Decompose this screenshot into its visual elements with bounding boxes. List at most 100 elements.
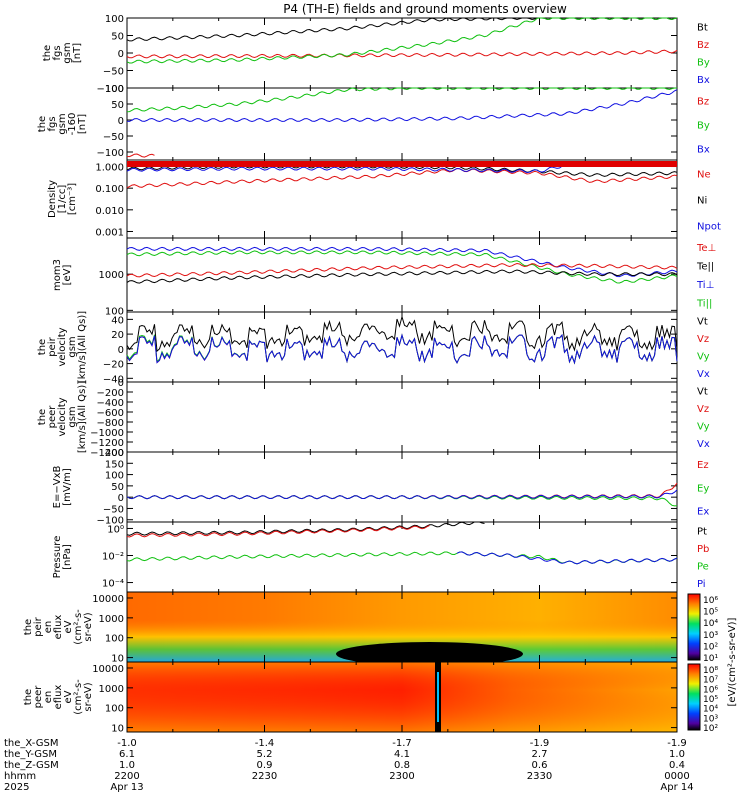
legend-entry: Bx: [697, 75, 710, 86]
legend-entry: Npot: [697, 222, 721, 233]
series-line-Pi: [456, 551, 678, 565]
tick-x-value: -1.9: [530, 738, 550, 749]
y-tick-label: −400: [97, 398, 124, 409]
colorbar-tick: 10⁵: [703, 608, 718, 618]
tick-x-value: -1.0: [117, 738, 137, 749]
legend-entry: Te⊥: [696, 243, 716, 254]
spectrogram-ylabel-line: peer: [33, 685, 44, 709]
y-tick-label: −40: [103, 374, 124, 385]
tick-time: 2230: [252, 771, 277, 782]
spectrogram-ylabel-line: sr-eV): [83, 682, 94, 711]
y-tick-label: 100: [105, 471, 124, 482]
tick-z-value: 0.4: [669, 760, 685, 771]
row-label-hhmm: hhmm: [4, 771, 36, 782]
red-band: [127, 161, 677, 167]
colorbar-label: [eV/(cm²-s-sr-eV)]: [727, 617, 738, 706]
panel-ylabel-line: fgs: [47, 116, 58, 131]
series-line-Ti||: [126, 250, 678, 284]
panel-ylabel-line: [km/s](All Qs)]: [77, 311, 88, 383]
legend-entry: Ex: [697, 507, 709, 518]
panel-ylabel: thefgsgsm-160[nT]: [37, 113, 88, 136]
panel-frame: [126, 17, 678, 89]
panel-ylabel-line: the: [37, 116, 48, 132]
legend-entry: By: [697, 58, 710, 69]
time-axis: the_X-GSM the_Y-GSM the_Z-GSM hhmm 2025 …: [4, 738, 694, 793]
legend-entry: Vt: [697, 387, 708, 398]
spectrogram-1: 10000 1000 100 10 thepeirenefluxeV(cm²-s-sr-…: [23, 591, 718, 666]
panel-ylabel: mom3[eV]: [52, 259, 73, 291]
tick-time: 2200: [114, 771, 139, 782]
legend-entry: Bz: [697, 96, 709, 107]
spectrogram-ylabel-line: the: [23, 619, 34, 635]
tick-y-value: 1.0: [669, 749, 685, 760]
series-line-Ni: [126, 164, 678, 177]
spectrogram-ylabel-line: peir: [33, 616, 44, 636]
tick-z-value: 0.8: [394, 760, 410, 771]
legend-entry: By: [697, 120, 710, 131]
y-tick-label: 10⁻⁴: [102, 579, 124, 590]
panel-ylabel-line: [nT]: [77, 114, 88, 134]
y-tick-label: 1.000: [95, 163, 124, 174]
y-tick-label: 50: [111, 32, 124, 43]
y-tick-label: 0: [118, 345, 124, 356]
series-line-Te||: [126, 269, 678, 284]
spectrogram-ylabel-line: eV: [63, 690, 74, 703]
panel-4: 1000 100 Te⊥ Te|| Ti⊥ Ti|| mom3[eV]: [52, 237, 716, 317]
tick-time: 2300: [389, 771, 414, 782]
series-line-Ex: [126, 489, 678, 500]
panel-ylabel: E=−VxB[mV/m]: [52, 466, 73, 509]
y-tick-label: 20: [111, 330, 124, 341]
spectrogram-panels: 10000100010010thepeirenefluxeV(cm²-s-sr-…: [23, 591, 738, 735]
y-tick-label: −600: [97, 408, 124, 419]
series-line-Ti⊥: [126, 246, 678, 278]
legend-entry: Ez: [697, 460, 709, 471]
legend-entry: Te||: [696, 262, 714, 273]
panel-6: 0−200−400−600−800−1000−1200−1400 Vt Vz Vy Vx…: [37, 378, 710, 459]
panel-ylabel-line: [nPa]: [62, 544, 73, 570]
tick-z-value: 1.0: [119, 760, 135, 771]
spectrogram-ylabel-line: (cm²-s-: [73, 609, 84, 645]
colorbar-tick: 10³: [703, 714, 718, 724]
panel-1: 100 50 0 −50 −100 Bt Bz By Bx thefgsgsm[nT]: [42, 14, 710, 95]
panel-frame: [126, 159, 678, 239]
y-tick-label: 10000: [92, 594, 124, 605]
y-tick-label: 100: [105, 14, 124, 25]
panel-frame: [126, 521, 678, 593]
y-tick-label: 0: [118, 116, 124, 127]
series-line-By: [126, 87, 677, 113]
spectrogram-ylabel-line: the: [23, 689, 34, 705]
tick-x-value: -1.7: [392, 738, 412, 749]
legend-entry: Pi: [697, 579, 706, 590]
panel-ylabel-line: mom3: [52, 259, 63, 291]
spectrogram-ylabel-line: eV: [63, 620, 74, 633]
colorbar-tick: 10⁷: [703, 676, 718, 686]
legend-entry: Ti⊥: [696, 280, 714, 291]
panel-ylabel: thepeervelocitygsm[km/s](All Qs)]: [37, 381, 88, 453]
spectrogram-ylabel-line: en: [43, 621, 54, 634]
panel-ylabel-line: velocity: [57, 327, 68, 366]
legend-entry: Bx: [697, 144, 710, 155]
tick-z-value: 0.9: [257, 760, 273, 771]
y-tick-label: 10⁰: [107, 524, 124, 535]
legend-entry: Vz: [697, 334, 709, 345]
spectrogram-ylabel-line: eflux: [53, 685, 64, 710]
series-line-Te⊥: [126, 262, 678, 278]
y-tick-label: 100: [105, 634, 124, 645]
y-tick-label: −800: [97, 418, 124, 429]
y-tick-label: −100: [97, 148, 124, 159]
legend-entry: Pt: [697, 527, 707, 538]
spectrogram-dropout-core: [437, 672, 439, 722]
spectrogram-ylabel-line: eflux: [53, 615, 64, 640]
series-line-By: [126, 17, 678, 64]
y-tick-label: −50: [103, 504, 124, 515]
tick-y-value: 6.1: [119, 749, 135, 760]
spectrogram-shade: [127, 662, 677, 732]
spectrogram-ylabel: thepeerenefluxeV(cm²-s-sr-eV): [23, 679, 94, 715]
y-tick-label: 0.001: [95, 227, 124, 238]
y-tick-label: −50: [103, 132, 124, 143]
panel-ylabel: thepeirvelocitygsm[km/s](All Qs)]: [37, 311, 88, 383]
y-tick-label: 0.100: [95, 184, 124, 195]
colorbar-tick: 10⁸: [703, 666, 718, 676]
legend-entry: Pe: [697, 562, 709, 573]
panel-ylabel-line: [mV/m]: [62, 468, 73, 506]
